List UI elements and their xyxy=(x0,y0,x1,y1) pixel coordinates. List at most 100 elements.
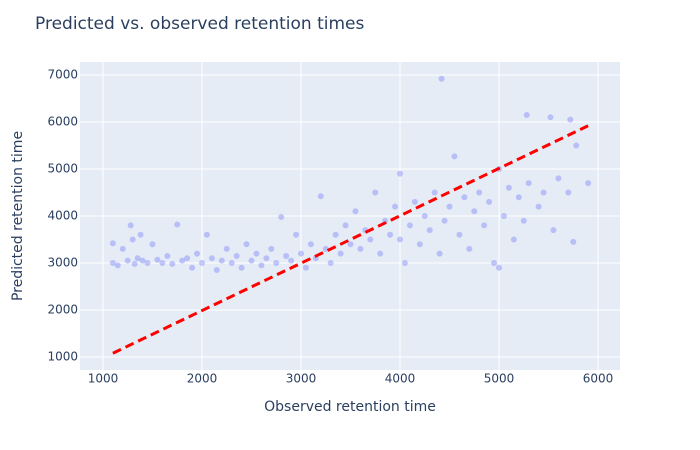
point xyxy=(372,189,379,196)
x-tick-label: 2000 xyxy=(187,372,218,386)
point xyxy=(129,236,136,243)
point xyxy=(302,264,309,271)
point xyxy=(159,259,166,266)
point xyxy=(397,236,403,243)
point xyxy=(213,267,220,274)
y-tick-label: 2000 xyxy=(47,302,78,316)
point xyxy=(520,217,527,224)
point xyxy=(144,259,151,266)
point xyxy=(198,259,205,266)
point xyxy=(476,189,483,196)
point xyxy=(392,203,399,210)
point xyxy=(387,231,394,238)
point xyxy=(288,257,295,264)
point xyxy=(223,245,230,252)
point xyxy=(174,221,181,228)
point xyxy=(119,245,126,252)
point xyxy=(293,231,300,238)
point xyxy=(367,236,374,243)
x-tick-label: 4000 xyxy=(385,372,416,386)
point xyxy=(149,241,156,248)
point xyxy=(585,180,592,187)
chart-title: Predicted vs. observed retention times xyxy=(35,14,364,34)
point xyxy=(451,153,458,160)
point xyxy=(184,255,191,262)
point xyxy=(114,262,121,269)
point xyxy=(486,198,493,205)
point xyxy=(131,260,138,267)
point xyxy=(218,257,225,264)
x-tick-label: 3000 xyxy=(286,372,317,386)
point xyxy=(268,245,275,252)
point xyxy=(253,250,260,257)
point xyxy=(109,259,116,266)
point xyxy=(137,231,144,238)
point xyxy=(540,189,547,196)
y-tick-label: 1000 xyxy=(47,349,78,363)
point xyxy=(456,231,463,238)
point xyxy=(243,241,250,248)
point xyxy=(446,203,453,210)
point xyxy=(481,222,488,229)
point xyxy=(127,222,134,229)
point xyxy=(565,189,572,196)
point xyxy=(441,217,448,224)
point xyxy=(189,264,196,271)
point xyxy=(258,262,265,269)
point xyxy=(283,252,290,259)
point xyxy=(179,257,186,264)
point xyxy=(208,255,215,262)
point xyxy=(515,194,522,201)
x-tick-label: 1000 xyxy=(88,372,119,386)
point xyxy=(416,241,423,248)
x-tick-label: 6000 xyxy=(583,372,614,386)
point xyxy=(347,241,354,248)
point xyxy=(431,189,438,196)
point xyxy=(352,208,359,215)
point xyxy=(248,257,255,264)
point xyxy=(164,252,171,259)
point xyxy=(169,260,176,267)
point xyxy=(109,240,116,247)
point xyxy=(332,231,339,238)
point xyxy=(547,114,554,121)
point xyxy=(397,170,403,177)
point xyxy=(438,75,445,82)
point xyxy=(317,193,324,200)
point xyxy=(134,255,141,262)
point xyxy=(406,222,413,229)
point xyxy=(535,203,542,210)
y-tick-label: 3000 xyxy=(47,255,78,269)
marks xyxy=(109,75,592,355)
point xyxy=(555,175,562,182)
point xyxy=(411,198,418,205)
point xyxy=(461,194,468,201)
point xyxy=(124,257,131,264)
point xyxy=(228,259,235,266)
y-axis-label: Predicted retention time xyxy=(10,131,26,301)
point xyxy=(426,227,433,234)
y-tick-label: 5000 xyxy=(47,162,78,176)
y-tick-label: 4000 xyxy=(47,209,78,223)
point xyxy=(238,264,245,271)
point xyxy=(567,116,574,123)
point xyxy=(401,259,408,266)
point xyxy=(233,252,240,259)
x-tick-label: 5000 xyxy=(484,372,515,386)
point xyxy=(322,245,329,252)
point xyxy=(337,250,344,257)
x-axis-label: Observed retention time xyxy=(264,399,436,415)
y-tick-label: 6000 xyxy=(47,115,78,129)
point xyxy=(570,238,577,245)
point xyxy=(466,245,473,252)
point xyxy=(203,231,210,238)
point xyxy=(436,250,443,257)
point xyxy=(342,222,349,229)
point xyxy=(327,259,334,266)
point xyxy=(194,250,201,257)
point xyxy=(307,241,314,248)
point xyxy=(510,236,517,243)
reference-line xyxy=(112,124,589,355)
point xyxy=(525,180,532,187)
